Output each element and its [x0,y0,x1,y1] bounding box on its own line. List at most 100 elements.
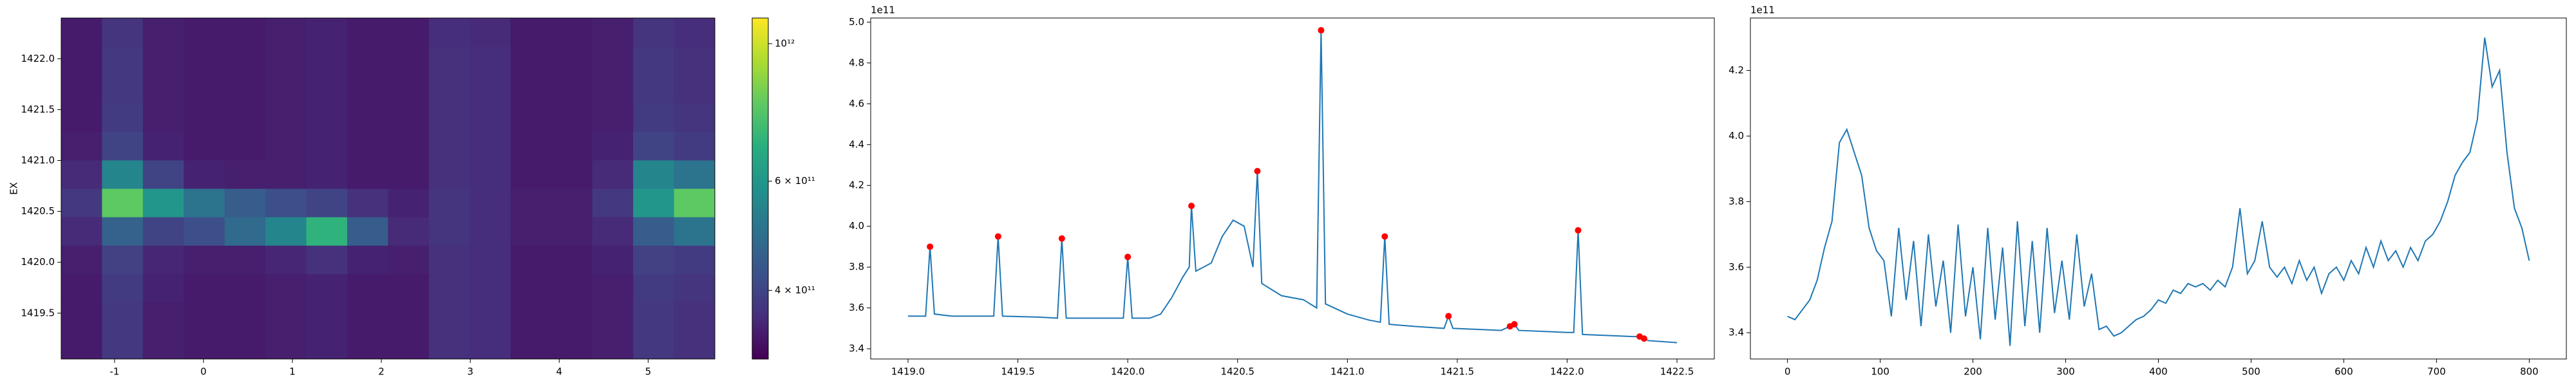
colorbar-strip [752,219,768,223]
colorbar-strip [752,149,768,152]
y-tick-label: 1421.0 [21,154,55,166]
heatmap-cell [184,188,225,217]
colorbar-strip [752,21,768,24]
heatmap-cell [592,18,634,47]
offset-text: 1e11 [1750,5,1775,16]
heatmap-cell [633,188,675,217]
colorbar-strip [752,125,768,129]
x-tick-label: 600 [2334,366,2353,378]
colorbar-strip [752,353,768,357]
heatmap-cell [388,188,430,217]
colorbar-strip [752,86,768,90]
heatmap-cell [224,188,266,217]
heatmap-cell [265,302,307,331]
heatmap-cell [633,330,675,360]
colorbar-strip [752,191,768,195]
heatmap-cell [142,18,184,47]
heatmap-cell [551,46,593,75]
heatmap-cell [61,217,102,246]
colorbar-strip [752,342,768,345]
colorbar-strip [752,242,768,246]
heatmap-cell [347,273,388,303]
heatmap-cell [388,103,430,133]
heatmap-cell [633,75,675,104]
colorbar-strip [752,49,768,53]
colorbar-strip [752,140,768,143]
heatmap-cell [633,131,675,161]
colorbar-strip [752,174,768,178]
x-tick-label: 200 [1964,366,1982,378]
heatmap-cell [592,46,634,75]
heatmap-cell [306,188,348,217]
heatmap-cell [184,131,225,161]
colorbar-strip [752,305,768,309]
colorbar-strip [752,234,768,237]
heatmap-cell [510,273,552,303]
heatmap-cell [224,330,266,360]
heatmap-cell [184,103,225,133]
peak-marker [1445,313,1452,320]
colorbar-strip [752,319,768,323]
colorbar-strip [752,322,768,326]
colorbar-strip [752,223,768,226]
colorbar-strip [752,100,768,104]
colorbar-strip [752,296,768,300]
heatmap-cell [306,302,348,331]
colorbar-strip [752,97,768,101]
peak-marker [927,243,934,250]
heatmap-cell [428,330,470,360]
colorbar-strip [752,327,768,331]
colorbar-tick-label: 6 × 10¹¹ [775,175,815,187]
heatmap-cell [592,103,634,133]
heatmap-cell [102,245,144,274]
heatmap-cell [510,245,552,274]
peak-marker [1381,233,1388,240]
colorbar-strip [752,171,768,175]
colorbar-strip [752,32,768,36]
colorbar-strip [752,347,768,351]
heatmap-cell [102,46,144,75]
colorbar-strip [752,106,768,109]
heatmap-cell [142,46,184,75]
colorbar-strip [752,18,768,22]
heatmap-cell [428,18,470,47]
heatmap-cell [428,46,470,75]
colorbar-strip [752,268,768,271]
heatmap-cell [551,131,593,161]
heatmap-cell [61,103,102,133]
colorbar-strip [752,131,768,135]
colorbar-strip [752,123,768,127]
y-tick-label: 4.6 [849,98,864,109]
heatmap-cell [224,245,266,274]
heatmap-cell [551,245,593,274]
colorbar-strip [752,265,768,269]
heatmap-cell [469,330,511,360]
colorbar-strip [752,80,768,84]
y-tick-label: 1420.5 [21,205,55,217]
colorbar-strip [752,63,768,67]
colorbar-strip [752,257,768,261]
colorbar-strip [752,157,768,161]
colorbar-strip [752,41,768,44]
colorbar-strip [752,299,768,303]
heatmap-cell [674,188,715,217]
heatmap-cell [142,188,184,217]
colorbar-strip [752,129,768,133]
heatmap-cell [347,160,388,189]
colorbar-strip [752,185,768,189]
heatmap-cell [388,46,430,75]
heatmap-cell [510,75,552,104]
colorbar-strip [752,293,768,297]
colorbar-strip [752,339,768,343]
colorbar-strip [752,205,768,209]
colorbar-strip [752,188,768,192]
x-tick-label: 700 [2427,366,2446,378]
heatmap-cell [388,273,430,303]
colorbar-strip [752,69,768,73]
heatmap-cell [347,75,388,104]
heatmap-cell [61,46,102,75]
colorbar-strip [752,37,768,41]
colorbar-strip [752,57,768,61]
colorbar-strip [752,248,768,252]
y-tick-label: 4.4 [849,138,864,150]
